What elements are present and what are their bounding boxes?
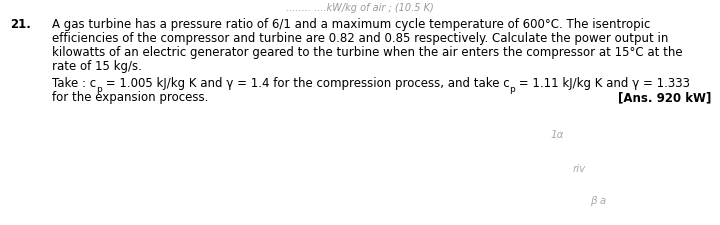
Text: p: p <box>510 85 516 94</box>
Text: Take : c: Take : c <box>52 77 96 90</box>
Text: ........ ....kW/kg of air ; (10.5 K): ........ ....kW/kg of air ; (10.5 K) <box>286 3 434 13</box>
Text: A gas turbine has a pressure ratio of 6/1 and a maximum cycle temperature of 600: A gas turbine has a pressure ratio of 6/… <box>52 18 650 31</box>
Text: = 1.11 kJ/kg K and γ = 1.333: = 1.11 kJ/kg K and γ = 1.333 <box>516 77 690 90</box>
Text: rate of 15 kg/s.: rate of 15 kg/s. <box>52 60 142 73</box>
Text: β a: β a <box>590 196 607 206</box>
Text: 21.: 21. <box>10 18 31 31</box>
Text: efficiencies of the compressor and turbine are 0.82 and 0.85 respectively. Calcu: efficiencies of the compressor and turbi… <box>52 32 668 45</box>
Text: p: p <box>96 85 102 94</box>
Text: = 1.005 kJ/kg K and γ = 1.4 for the compression process, and take c: = 1.005 kJ/kg K and γ = 1.4 for the comp… <box>102 77 510 90</box>
Text: kilowatts of an electric generator geared to the turbine when the air enters the: kilowatts of an electric generator geare… <box>52 46 683 59</box>
Text: 1α: 1α <box>551 130 564 140</box>
Text: for the expansion process.: for the expansion process. <box>52 91 208 104</box>
Text: [Ans. 920 kW]: [Ans. 920 kW] <box>618 91 711 104</box>
Text: riv: riv <box>572 164 585 174</box>
